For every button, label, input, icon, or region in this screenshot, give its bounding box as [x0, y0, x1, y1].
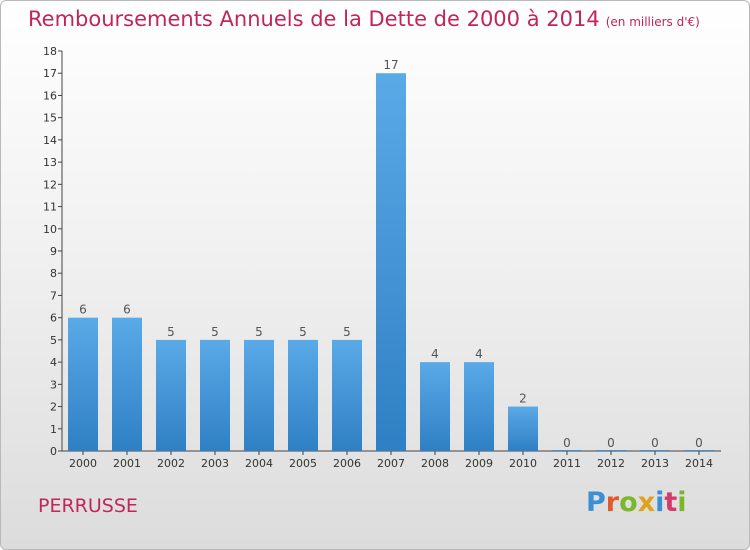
logo-letter: P [586, 487, 606, 518]
x-tick-label: 2000 [69, 457, 97, 470]
data-label: 4 [431, 347, 439, 361]
chart-title: Remboursements Annuels de la Dette de 20… [28, 7, 600, 31]
y-tick-label: 12 [43, 178, 57, 191]
bar [684, 450, 714, 451]
place-name: PERRUSSE [38, 495, 138, 517]
chart-unit: (en milliers d'€) [605, 15, 700, 29]
y-tick-label: 9 [50, 245, 57, 258]
logo-letter: i [655, 487, 665, 518]
logo-letter: x [637, 487, 656, 518]
logo-letter: r [605, 487, 620, 518]
y-tick-label: 14 [43, 134, 57, 147]
x-tick-label: 2006 [333, 457, 361, 470]
x-tick-label: 2004 [245, 457, 273, 470]
bar [112, 317, 142, 451]
x-tick-label: 2014 [685, 457, 713, 470]
bar [420, 362, 450, 451]
bar [244, 339, 274, 451]
bar [596, 450, 626, 451]
data-label: 0 [607, 436, 615, 450]
x-tick-label: 2003 [201, 457, 229, 470]
data-label: 2 [519, 392, 527, 406]
data-label: 5 [255, 325, 263, 339]
bar [68, 317, 98, 451]
bar [200, 339, 230, 451]
x-tick-label: 2008 [421, 457, 449, 470]
x-tick-label: 2005 [289, 457, 317, 470]
x-tick-label: 2012 [597, 457, 625, 470]
data-label: 5 [167, 325, 175, 339]
logo-letter: o [619, 487, 638, 518]
x-tick-label: 2001 [113, 457, 141, 470]
y-tick-label: 8 [50, 267, 57, 280]
y-tick-label: 6 [50, 312, 57, 325]
y-tick-label: 16 [43, 89, 57, 102]
data-label: 5 [211, 325, 219, 339]
data-label: 6 [123, 303, 131, 317]
logo-letter: i [677, 487, 687, 518]
bar [376, 73, 406, 451]
y-tick-label: 11 [43, 201, 57, 214]
data-label: 17 [383, 58, 398, 72]
y-tick-label: 5 [50, 334, 57, 347]
y-tick-label: 1 [50, 423, 57, 436]
x-tick-label: 2010 [509, 457, 537, 470]
bar [508, 406, 538, 451]
bar [156, 339, 186, 451]
bar [552, 450, 582, 451]
y-tick-label: 18 [43, 45, 57, 58]
y-tick-label: 10 [43, 223, 57, 236]
logo-letter: t [664, 487, 678, 518]
data-label: 0 [563, 436, 571, 450]
data-label: 4 [475, 347, 483, 361]
y-tick-label: 2 [50, 401, 57, 414]
bar [288, 339, 318, 451]
y-tick-label: 15 [43, 112, 57, 125]
y-tick-label: 3 [50, 378, 57, 391]
x-tick-label: 2011 [553, 457, 581, 470]
data-label: 6 [79, 303, 87, 317]
y-tick-label: 17 [43, 67, 57, 80]
chart-title-row: Remboursements Annuels de la Dette de 20… [28, 7, 700, 31]
bar [464, 362, 494, 451]
proxiti-logo: Proxiti [586, 487, 687, 518]
y-tick-label: 4 [50, 356, 57, 369]
data-label: 0 [651, 436, 659, 450]
y-tick-label: 0 [50, 445, 57, 458]
y-tick-label: 7 [50, 289, 57, 302]
data-label: 0 [695, 436, 703, 450]
x-tick-label: 2002 [157, 457, 185, 470]
x-tick-label: 2007 [377, 457, 405, 470]
bar [640, 450, 670, 451]
data-label: 5 [299, 325, 307, 339]
y-tick-label: 13 [43, 156, 57, 169]
data-label: 5 [343, 325, 351, 339]
x-tick-label: 2013 [641, 457, 669, 470]
bar [332, 339, 362, 451]
data-labels: 6 6 5 5 5 5 5 17 4 4 2 0 0 0 0 [79, 58, 703, 450]
x-tick-label: 2009 [465, 457, 493, 470]
bars [68, 73, 714, 451]
